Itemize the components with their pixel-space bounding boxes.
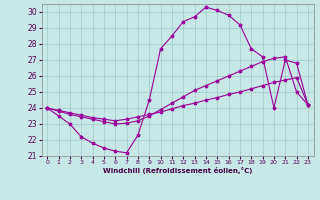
X-axis label: Windchill (Refroidissement éolien,°C): Windchill (Refroidissement éolien,°C) (103, 167, 252, 174)
